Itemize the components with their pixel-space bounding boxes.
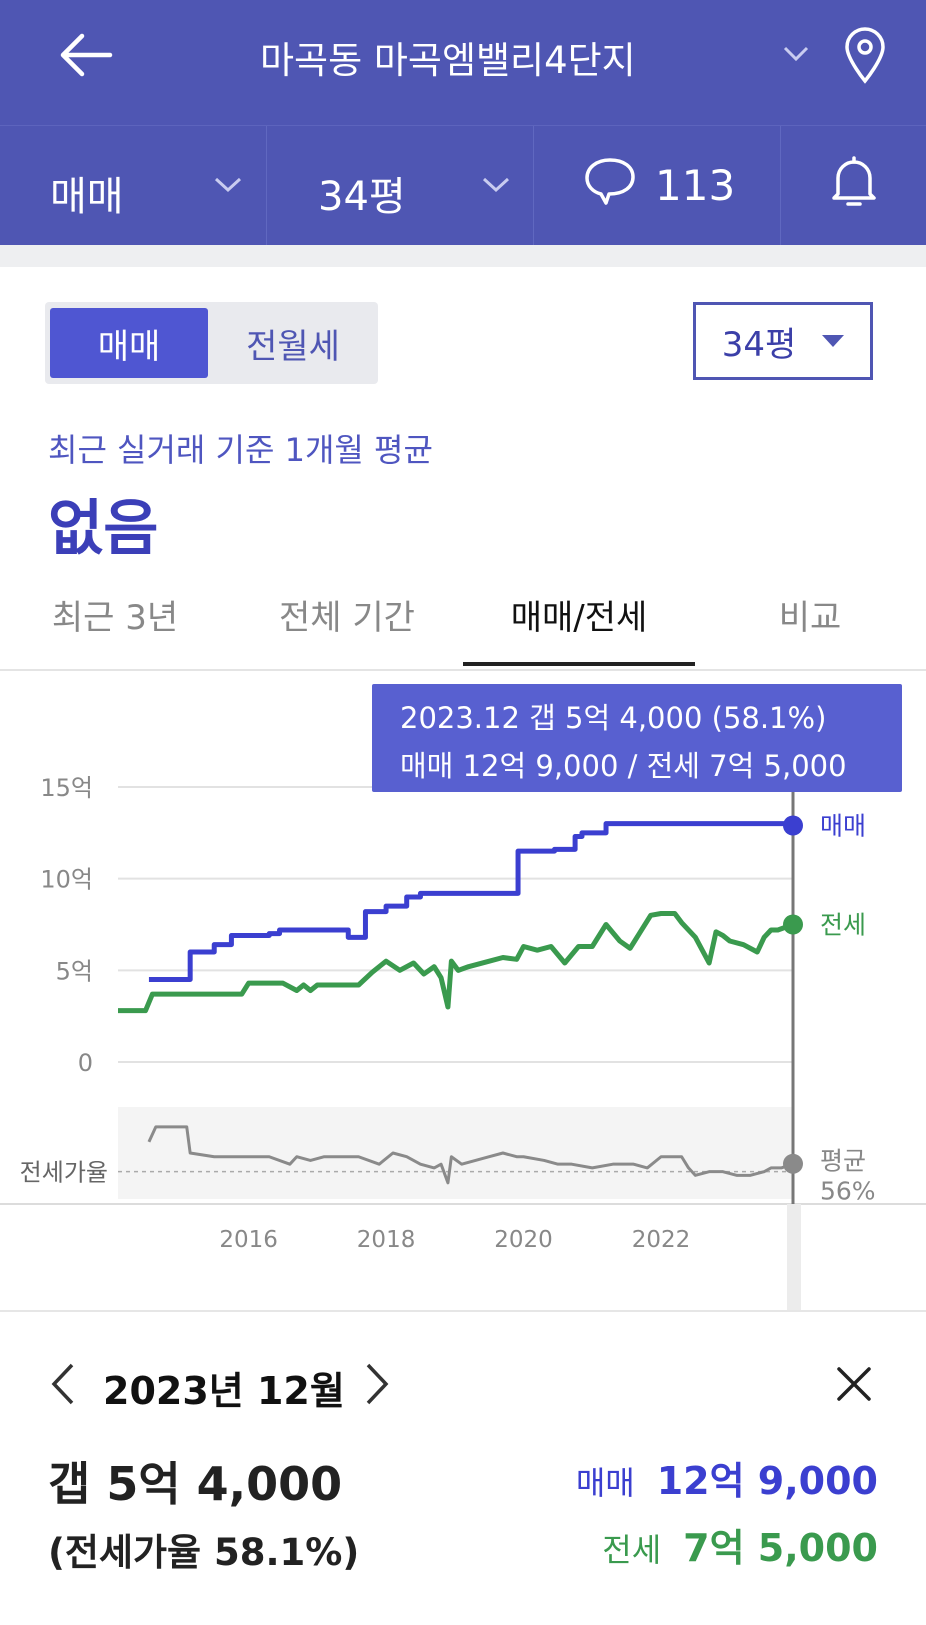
section-spacer: [0, 245, 926, 267]
legend-sale: 매매: [820, 812, 866, 841]
chevron-down-icon[interactable]: [214, 176, 242, 194]
marker-sale: [783, 815, 803, 836]
y-tick-label: 10억: [40, 866, 93, 894]
deal-type-toggle: 매매 전월세: [45, 302, 378, 384]
area-select[interactable]: 34평: [318, 174, 406, 220]
panel-divider: [0, 1310, 926, 1312]
x-tick-label: 2022: [632, 1227, 691, 1253]
back-arrow-icon[interactable]: [58, 30, 114, 80]
sale-value: 12억 9,000: [656, 1459, 878, 1503]
jeonse-label: 전세: [602, 1531, 662, 1569]
y-tick-label: 15억: [40, 774, 93, 802]
sale-label: 매매: [575, 1464, 635, 1502]
page-title[interactable]: 마곡동 마곡엠밸리4단지: [260, 39, 636, 82]
ratio-band: [118, 1107, 793, 1199]
tabs-divider: [0, 669, 926, 671]
bell-icon[interactable]: [830, 154, 878, 210]
tab-sale-jeonse[interactable]: 매매/전세: [510, 598, 648, 638]
jeonse-ratio-value: (전세가율 58.1%): [48, 1531, 360, 1574]
chevron-down-icon[interactable]: [482, 176, 510, 194]
series-ratio-line: [147, 1125, 794, 1185]
tab-compare[interactable]: 비교: [778, 598, 842, 638]
area-dropdown[interactable]: 34평: [693, 302, 873, 380]
detail-date: 2023년 12월: [103, 1369, 345, 1413]
tab-recent-3y[interactable]: 최근 3년: [51, 598, 179, 638]
area-dropdown-label: 34평: [721, 324, 797, 365]
average-label: 최근 실거래 기준 1개월 평균: [48, 431, 433, 469]
speech-bubble-icon[interactable]: [584, 156, 636, 206]
price-chart[interactable]: 15억 10억 5억 0 2016 2018 2020 2022 전세가율 매매 전세 평균…: [0, 672, 926, 1312]
jeonse-price-row: 전세 7억 5,000: [602, 1517, 878, 1572]
chart-tooltip: 2023.12 갭 5억 4,000 (58.1%) 매매 12억 9,000 …: [372, 684, 902, 792]
location-pin-icon[interactable]: [843, 26, 887, 84]
active-tab-indicator: [463, 662, 695, 666]
gap-value: 갭 5억 4,000: [48, 1457, 343, 1511]
y-tick-label: 5억: [56, 957, 93, 985]
y-tick-label: 0: [78, 1049, 93, 1077]
filter-bar: 매매 34평 113: [0, 125, 926, 246]
legend-average-ratio: 평균 56%: [820, 1147, 876, 1206]
chevron-down-icon[interactable]: [783, 46, 809, 62]
toggle-sale[interactable]: 매매: [50, 308, 208, 378]
legend-jeonse: 전세: [820, 911, 866, 940]
tooltip-line-1: 2023.12 갭 5억 4,000 (58.1%): [400, 701, 827, 735]
series-sale-line: [148, 821, 796, 982]
caret-down-icon: [822, 335, 845, 347]
sale-price-row: 매매 12억 9,000: [576, 1450, 878, 1505]
tooltip-line-2: 매매 12억 9,000 / 전세 7억 5,000: [400, 749, 847, 783]
chevron-right-icon[interactable]: [364, 1362, 390, 1406]
ratio-axis-label: 전세가율: [20, 1159, 108, 1187]
x-tick-label: 2018: [357, 1227, 416, 1253]
jeonse-value: 7억 5,000: [683, 1526, 878, 1570]
top-app-bar: 마곡동 마곡엠밸리4단지: [0, 0, 926, 125]
toggle-rent[interactable]: 전월세: [246, 326, 340, 367]
x-tick-label: 2016: [219, 1227, 278, 1253]
comments-count[interactable]: 113: [655, 161, 736, 210]
tab-all-period[interactable]: 전체 기간: [279, 598, 415, 638]
close-icon[interactable]: [834, 1364, 874, 1404]
marker-jeonse: [783, 914, 803, 935]
marker-ratio: [783, 1153, 803, 1174]
x-tick-label: 2020: [494, 1227, 553, 1253]
scrubber-track: [787, 1204, 801, 1312]
average-value: 없음: [48, 494, 159, 564]
deal-type-select[interactable]: 매매: [50, 174, 124, 220]
series-jeonse-line: [118, 911, 794, 1014]
chevron-left-icon[interactable]: [50, 1362, 76, 1406]
